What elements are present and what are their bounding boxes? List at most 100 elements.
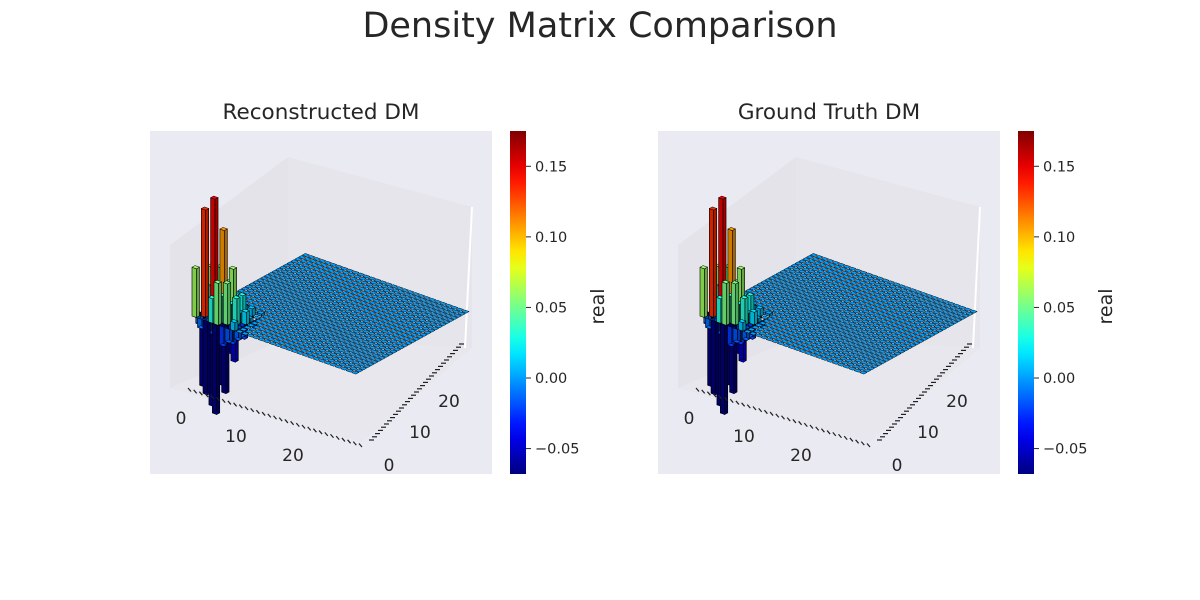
bar-top [931,320,941,325]
bar-top [783,312,792,317]
bar-top [419,322,429,327]
dm-bar [328,362,338,367]
bar-top [308,348,318,353]
bar-top [316,354,325,359]
dm-bar [887,339,897,344]
x-tick-mark [295,422,300,428]
bar-top [889,298,899,303]
dm-bar [818,352,828,357]
dm-bar [829,277,838,282]
dm-bar [782,322,792,327]
dm-bar [288,290,298,294]
bar-top [860,339,869,344]
bar-top [922,300,932,305]
dm-bar [322,281,332,286]
dm-bar [918,322,928,327]
bar-top [774,337,784,342]
dm-bar [816,314,826,318]
bar-top [362,299,372,303]
dm-bar [403,316,412,321]
dm-bar [848,266,857,271]
dm-bar [881,302,891,307]
dm-bar [255,288,265,293]
dm-bar [304,271,314,276]
bar-top [265,323,275,327]
dm-bar [824,299,834,304]
bar-top [810,332,819,337]
bar-top [411,336,421,341]
dm-bar [308,348,318,353]
dm-bar [332,315,342,320]
bar-top [244,329,254,334]
bar-top [381,308,390,313]
dm-bar [362,354,372,358]
dm-bar [274,278,284,282]
bar-top [449,315,459,320]
dm-bar [389,329,399,333]
dm-bar [824,344,834,349]
dm-bar [312,257,322,261]
dm-bar [836,328,846,332]
bar-top [283,332,293,337]
dm-bar [321,311,331,316]
dm-bar [322,346,331,351]
dm-bar [832,340,841,345]
x-tick-mark [763,409,768,415]
dm-bar [307,299,316,304]
dm-bar [889,288,899,293]
dm-bar [257,292,266,297]
dm-bar [750,325,760,330]
dm-bar [410,312,420,317]
dm-bar [900,312,909,317]
bar-top [425,324,434,329]
dm-bar [856,342,865,346]
bar-top [352,339,361,344]
bar-top [251,335,261,340]
dm-bar [270,335,280,339]
bar-top [913,300,923,305]
bar-face-side [735,281,740,326]
dm-bar [846,307,856,312]
bar-top [363,288,373,293]
dm-bar [374,282,384,287]
dm-bar [792,267,801,272]
dm-bar [296,285,306,290]
dm-bar [307,255,316,259]
dm-bar [367,331,376,336]
bar-top [799,318,809,323]
dm-bar [299,293,309,298]
dm-bar [329,297,339,302]
dm-bar [764,310,774,318]
bar-top [306,310,316,314]
bar-top [370,284,380,289]
bar-top [330,332,339,336]
bar-top [333,350,342,355]
bar-top [313,336,322,341]
bar-top [258,306,268,311]
bar-top [952,303,962,308]
bar-top [319,352,329,357]
dm-bar [834,279,844,284]
dm-bar [346,282,356,287]
dm-bar [860,274,870,279]
dm-bar [953,318,963,322]
bar-top [784,326,794,331]
dm-bar [900,302,910,307]
dm-bar [323,271,332,275]
bar-top [845,338,854,342]
dm-bar [340,291,350,296]
dm-bar [312,301,322,306]
dm-bar [289,269,299,274]
dm-bar [344,289,354,293]
bar-top [877,315,887,320]
dm-bar [762,319,772,323]
x-tick-mark [752,406,757,411]
dm-bar [336,358,346,363]
bar-top [264,333,274,338]
bar-top [390,343,400,348]
dm-bar [887,349,897,354]
bar-top [261,325,271,329]
dm-bar [790,308,800,313]
bar-top [349,301,359,306]
bar-top [766,306,776,311]
